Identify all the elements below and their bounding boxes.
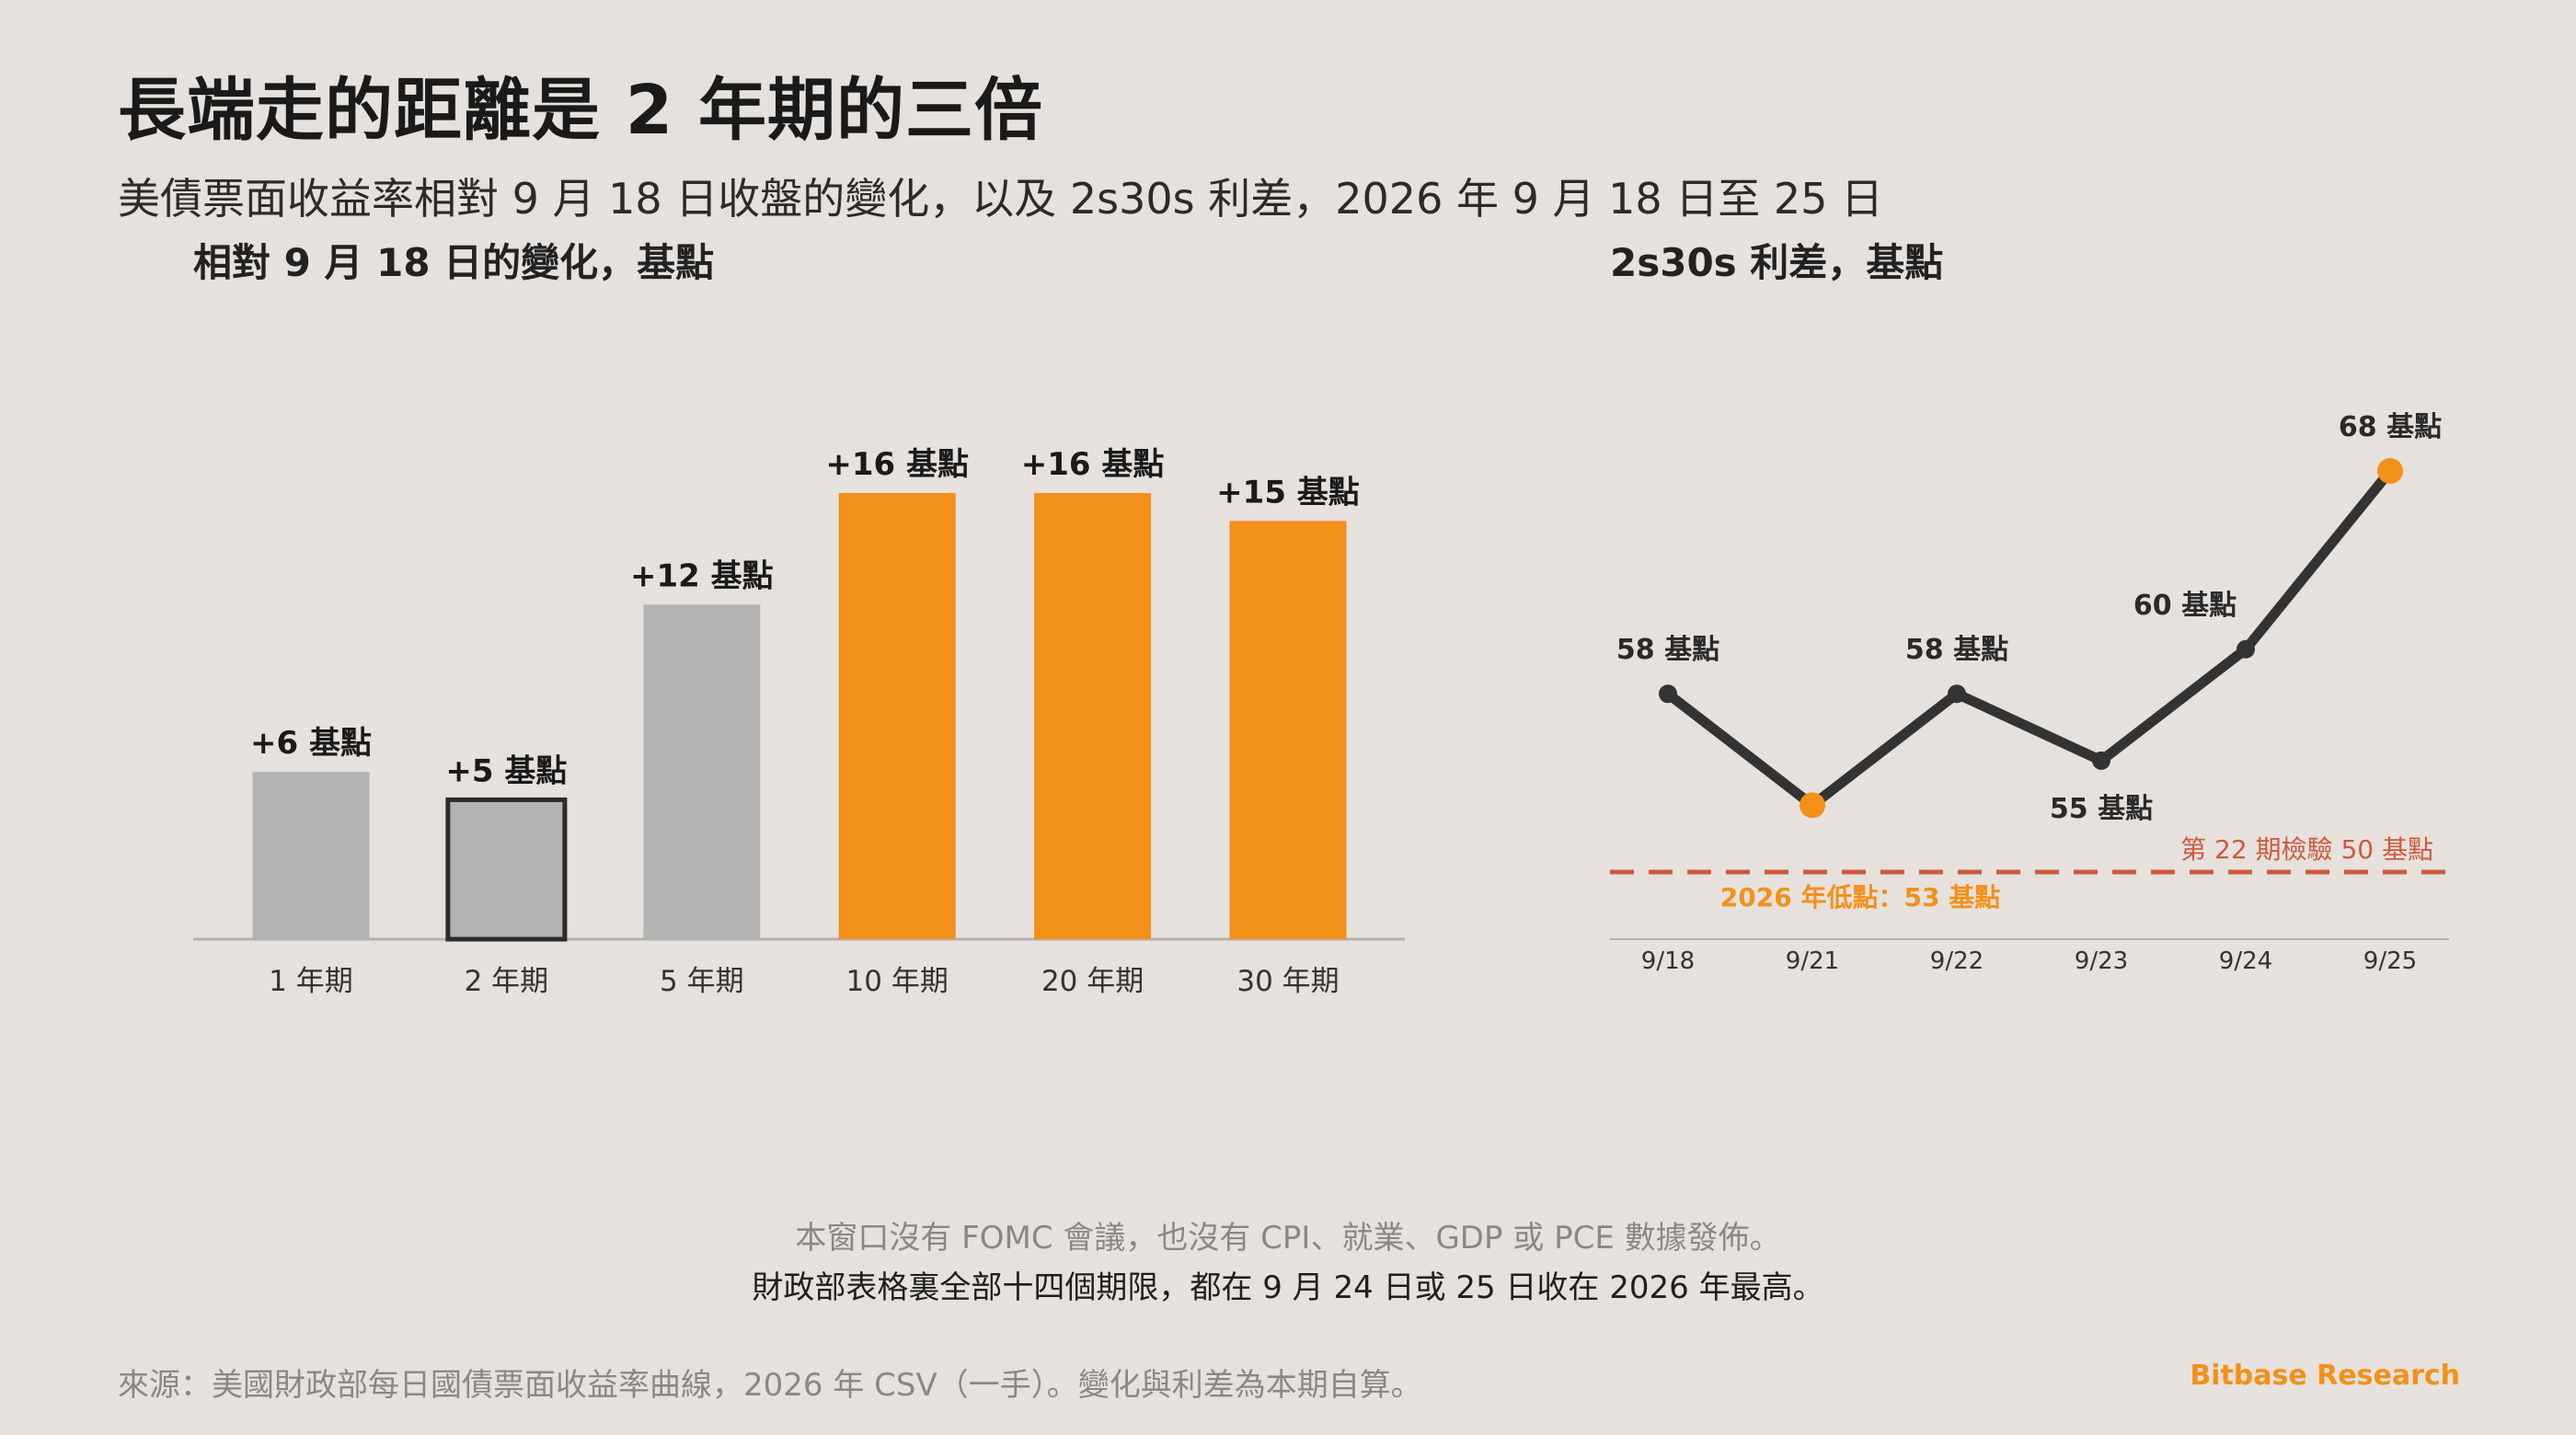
bar — [1229, 521, 1347, 939]
data-point — [1800, 792, 1825, 819]
data-point — [1948, 684, 1966, 704]
bar-value-label: +12 基點 — [630, 557, 774, 594]
chart-title: 長端走的距離是 2 年期的三倍 — [118, 71, 1044, 150]
threshold-label: 第 22 期檢驗 50 基點 — [2180, 834, 2433, 865]
point-label: 58 基點 — [1905, 634, 2008, 666]
note-line-1: 本窗口沒有 FOMC 會議，也沒有 CPI、就業、GDP 或 PCE 數據發佈。 — [795, 1220, 1781, 1257]
bar-value-label: +6 基點 — [250, 725, 372, 762]
point-label: 55 基點 — [2050, 793, 2153, 825]
x-tick-label: 9/18 — [1641, 947, 1695, 975]
x-tick-label: 9/25 — [2363, 947, 2417, 975]
x-tick-label: 9/22 — [1930, 947, 1984, 975]
point-label: 58 基點 — [1616, 634, 1719, 666]
bar-value-label: +16 基點 — [1021, 446, 1165, 483]
bar — [445, 797, 568, 942]
chart-subtitle: 美債票面收益率相對 9 月 18 日收盤的變化，以及 2s30s 利差，2026… — [118, 174, 1884, 224]
spread-line — [1662, 465, 2396, 810]
point-label: 68 基點 — [2339, 411, 2442, 443]
x-tick-label: 10 年期 — [846, 965, 949, 998]
source-note: 來源：美國財政部每日國債票面收益率曲線，2026 年 CSV（一手）。變化與利差… — [118, 1367, 1422, 1404]
bar — [838, 493, 956, 939]
x-tick-label: 20 年期 — [1041, 965, 1144, 998]
x-tick-label: 30 年期 — [1236, 965, 1339, 998]
x-tick-label: 1 年期 — [269, 965, 353, 998]
data-point — [2377, 458, 2403, 484]
bar-chart: +6 基點 1 年期 +5 基點 2 年期 +12 基點 5 年期 +16 基點 10 年期 +… — [193, 446, 1405, 998]
point-label: 60 基點 — [2133, 590, 2237, 622]
bar — [643, 604, 761, 939]
line-chart: 第 22 期檢驗 50 基點 2026 年低點：53 基點 58 基點 9/18 9/2… — [1610, 411, 2449, 975]
bar — [1034, 493, 1152, 939]
bar-value-label: +5 基點 — [445, 752, 567, 789]
data-point — [2092, 751, 2110, 770]
bar — [252, 772, 370, 939]
bar-value-label: +16 基點 — [825, 446, 969, 483]
line-panel-title: 2s30s 利差，基點 — [1610, 240, 1944, 285]
data-point — [1659, 684, 1677, 704]
year-low-annotation: 2026 年低點：53 基點 — [1720, 882, 2000, 913]
x-tick-label: 5 年期 — [660, 965, 744, 998]
bar-panel-title: 相對 9 月 18 日的變化，基點 — [193, 240, 715, 285]
data-point — [2237, 639, 2255, 659]
x-tick-label: 9/24 — [2219, 947, 2272, 975]
x-tick-label: 2 年期 — [465, 965, 549, 998]
brand-logo: Bitbase Research — [2190, 1360, 2460, 1392]
note-line-2: 財政部表格裏全部十四個期限，都在 9 月 24 日或 25 日收在 2026 年… — [752, 1269, 1824, 1306]
x-tick-label: 9/23 — [2075, 947, 2128, 975]
bar-value-label: +15 基點 — [1216, 474, 1360, 511]
x-tick-label: 9/21 — [1786, 947, 1839, 975]
